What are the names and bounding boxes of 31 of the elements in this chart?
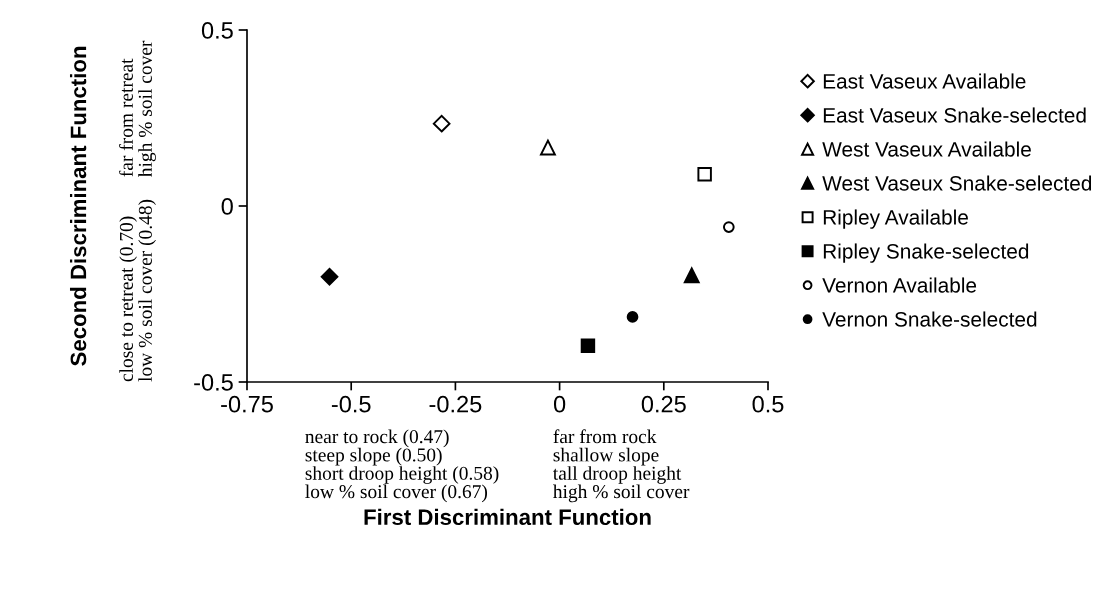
point xyxy=(540,139,556,156)
x-tick-label: -0.25 xyxy=(429,395,482,413)
point xyxy=(683,267,700,284)
y-tick-label: 0 xyxy=(221,198,233,215)
y-tick-label: 0.5 xyxy=(201,22,233,39)
legend-label: East Vaseux Available xyxy=(823,73,1026,89)
legend-label: West Vaseux Snake-selected xyxy=(822,175,1092,191)
x-axis-title: First Discriminant Function xyxy=(364,508,651,526)
x-tick-label: 0 xyxy=(553,395,566,413)
text: far from retreat high % soil cover xyxy=(119,40,156,177)
text: far from rock shallow slope tall droop height high % soil cover xyxy=(553,429,690,503)
legend-label: East Vaseux Snake-selected xyxy=(823,107,1086,123)
y-axis-title: Second Discriminant Function xyxy=(69,46,87,366)
point xyxy=(626,311,639,323)
point xyxy=(722,221,735,233)
legend-label: Ripley Snake-selected xyxy=(823,243,1029,263)
y-tick-label: -0.5 xyxy=(194,374,233,391)
legend-label: Ripley Available xyxy=(823,209,968,229)
legend-label: Vernon Snake-selected xyxy=(822,311,1037,327)
text: close to retreat (0.70) low % soil cover (0.48) xyxy=(119,199,156,382)
x-tick-label: -0.5 xyxy=(331,395,371,413)
point xyxy=(580,338,596,353)
x-tick-label: 0.25 xyxy=(641,395,686,413)
point xyxy=(432,114,451,133)
text: near to rock (0.47) steep slope (0.50) short droop height (0.58) low % soil cover (0.67) xyxy=(305,429,499,503)
point xyxy=(320,267,339,286)
point xyxy=(697,167,712,182)
legend-label: Vernon Available xyxy=(822,277,977,293)
x-tick-label: 0.5 xyxy=(752,395,784,413)
legend-label: West Vaseux Available xyxy=(822,141,1031,157)
x-tick-label: -0.75 xyxy=(221,395,273,413)
